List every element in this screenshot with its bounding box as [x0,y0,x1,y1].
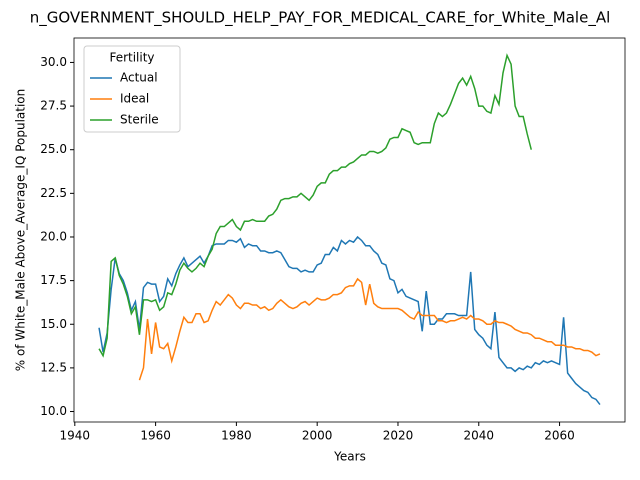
line-series [98,53,533,358]
line-series [98,235,601,406]
y-tick-label: 15.0 [40,317,67,331]
x-tick-label: 2060 [544,429,575,443]
legend-label: Sterile [120,113,159,127]
x-tick-label: 2000 [302,429,333,443]
line-series [138,277,601,381]
x-tick-label: 2040 [463,429,494,443]
y-tick-label: 17.5 [40,273,67,287]
y-tick-label: 27.5 [40,99,67,113]
x-tick-label: 1940 [60,429,91,443]
y-tick-label: 20.0 [40,229,67,243]
x-tick-label: 2020 [383,429,414,443]
legend-label: Ideal [120,92,149,106]
legend-box [83,45,181,133]
x-tick-label: 1980 [221,429,252,443]
x-axis-label: Years [333,450,366,464]
y-tick-label: 30.0 [40,55,67,69]
legend-label: Actual [120,71,158,85]
y-tick-label: 12.5 [40,360,67,374]
plot-frame [73,37,626,423]
legend-title: Fertility [109,51,154,65]
y-tick-label: 10.0 [40,404,67,418]
y-tick-label: 25.0 [40,142,67,156]
y-tick-label: 22.5 [40,186,67,200]
x-tick-label: 1960 [140,429,171,443]
chart-title: n_GOVERNMENT_SHOULD_HELP_PAY_FOR_MEDICAL… [30,9,611,28]
y-axis-label: % of White_Male Above_Average_IQ Populat… [14,89,28,372]
